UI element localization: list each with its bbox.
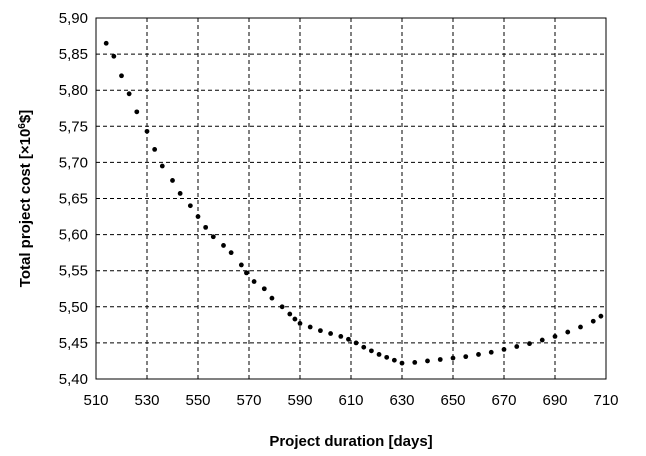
- data-point: [119, 73, 124, 79]
- y-tick-label: 5,50: [59, 299, 88, 316]
- y-axis-title-main: Total project cost [×10: [17, 129, 34, 288]
- y-tick-labels: 5,40 5,45 5,50 5,55 5,60 5,65 5,70 5,75 5,80 5,85…: [59, 10, 88, 388]
- data-point: [353, 340, 359, 346]
- data-point: [463, 354, 469, 360]
- data-point: [376, 352, 382, 357]
- data-point: [361, 344, 367, 350]
- data-point: [228, 250, 234, 256]
- plot-area-frame: [95, 17, 607, 380]
- y-tick-label: 5,85: [59, 46, 88, 63]
- data-point: [287, 311, 293, 317]
- data-point: [399, 360, 405, 366]
- y-tick-label: 5,70: [59, 154, 88, 171]
- data-point: [251, 279, 257, 284]
- data-point: [590, 318, 596, 324]
- y-tick-label: 5,65: [59, 191, 88, 208]
- grid: [96, 18, 606, 379]
- y-axis-title-unit: $]: [17, 110, 34, 123]
- data-point: [126, 91, 132, 97]
- x-tick-label: 630: [389, 392, 414, 409]
- data-points: [103, 40, 604, 366]
- y-tick-label: 5,40: [59, 371, 88, 388]
- x-tick-label: 550: [185, 392, 210, 409]
- x-tick-label: 670: [491, 392, 516, 409]
- x-tick-label: 570: [236, 392, 261, 409]
- data-point: [346, 336, 351, 342]
- data-point: [210, 234, 216, 240]
- x-tick-label: 610: [338, 392, 363, 409]
- x-tick-label: 690: [542, 392, 567, 409]
- data-point: [187, 203, 193, 209]
- data-point: [369, 348, 374, 354]
- data-point: [527, 341, 532, 347]
- x-axis-title: Project duration [days]: [269, 433, 432, 450]
- x-tick-labels: 510 530 550 570 590 610 630 650 670 690 710: [83, 392, 618, 409]
- x-tick-label: 530: [134, 392, 159, 409]
- data-point: [450, 355, 456, 361]
- data-point: [578, 324, 583, 330]
- data-point: [195, 214, 201, 219]
- data-point: [318, 328, 323, 334]
- data-point: [221, 243, 226, 248]
- data-point: [565, 329, 571, 335]
- data-point: [111, 53, 117, 59]
- y-axis-title-exponent: 6: [17, 123, 28, 129]
- x-tick-label: 590: [287, 392, 312, 409]
- data-point: [244, 270, 249, 276]
- data-point: [238, 262, 244, 268]
- data-point: [488, 349, 494, 355]
- data-point: [328, 331, 333, 336]
- data-point: [177, 191, 183, 196]
- data-point: [152, 147, 158, 152]
- data-point: [552, 334, 558, 339]
- data-point: [134, 109, 140, 115]
- data-point: [159, 163, 165, 169]
- data-point: [292, 316, 298, 322]
- x-tick-label: 510: [83, 392, 108, 409]
- data-point: [269, 295, 275, 301]
- data-point: [297, 321, 303, 326]
- data-point: [391, 357, 397, 363]
- y-tick-label: 5,45: [59, 335, 88, 352]
- y-tick-label: 5,90: [59, 10, 88, 27]
- y-tick-label: 5,80: [59, 82, 88, 99]
- x-tick-label: 710: [593, 392, 618, 409]
- data-point: [514, 344, 520, 349]
- data-point: [144, 128, 150, 134]
- data-point: [425, 358, 430, 364]
- data-point: [412, 359, 418, 365]
- y-tick-label: 5,55: [59, 263, 88, 280]
- data-point: [338, 334, 344, 339]
- data-point: [203, 224, 209, 230]
- data-point: [598, 313, 604, 319]
- data-point: [103, 40, 109, 46]
- data-point: [539, 337, 545, 343]
- data-point: [279, 304, 285, 310]
- data-point: [170, 178, 175, 183]
- y-axis-title: Total project cost [×106$]: [17, 110, 35, 287]
- y-tick-label: 5,60: [59, 227, 88, 244]
- data-point: [437, 357, 443, 362]
- data-point: [476, 352, 481, 357]
- data-point: [307, 324, 313, 330]
- x-tick-label: 650: [440, 392, 465, 409]
- data-point: [261, 286, 267, 292]
- data-point: [384, 354, 390, 360]
- data-point: [501, 346, 507, 352]
- y-tick-label: 5,75: [59, 118, 88, 135]
